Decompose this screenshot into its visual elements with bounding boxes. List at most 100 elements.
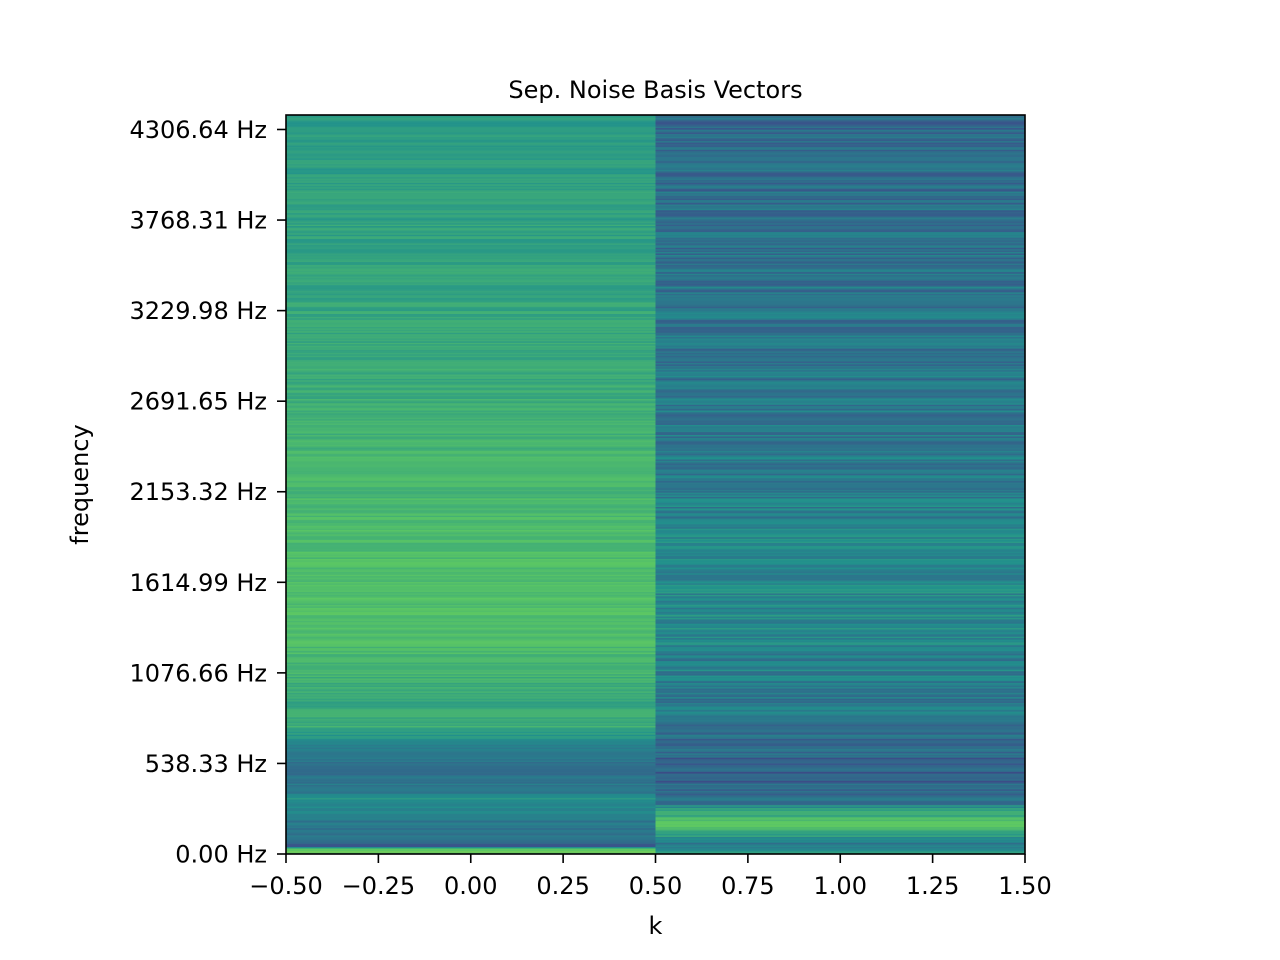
heatmap-cell	[286, 804, 656, 807]
heatmap-cell	[655, 369, 1025, 372]
y-axis: 0.00 Hz 538.33 Hz 1076.66 Hz 1614.99 Hz 2153…	[129, 116, 286, 869]
heatmap-cell	[655, 594, 1025, 597]
heatmap-cell	[286, 536, 656, 539]
heatmap-cell	[286, 198, 656, 201]
heatmap-cell	[655, 522, 1025, 525]
heatmap-cell	[286, 809, 656, 811]
heatmap-cell	[286, 375, 656, 378]
heatmap-cell	[655, 598, 1025, 601]
heatmap-cell	[655, 271, 1025, 274]
heatmap-cell	[655, 198, 1025, 201]
heatmap-cell	[286, 732, 656, 735]
heatmap-cell	[655, 194, 1025, 196]
heatmap-cell	[655, 578, 1025, 581]
heatmap-cell	[286, 737, 656, 739]
heatmap-cell	[655, 322, 1025, 325]
heatmap-cell	[286, 780, 656, 783]
heatmap-cell	[286, 708, 656, 711]
heatmap-cell	[655, 672, 1025, 675]
heatmap-cell	[655, 212, 1025, 215]
heatmap-cell	[286, 293, 656, 296]
heatmap-cell	[655, 833, 1025, 836]
heatmap-cell	[286, 225, 656, 228]
heatmap-cell	[286, 649, 656, 652]
heatmap-cell	[655, 584, 1025, 587]
heatmap-cell	[286, 358, 656, 361]
heatmap-cell	[286, 489, 656, 492]
heatmap-cell	[286, 852, 656, 854]
heatmap-cell	[286, 147, 656, 150]
heatmap-cell	[286, 228, 656, 231]
heatmap-cell	[655, 633, 1025, 636]
heatmap-cell	[655, 306, 1025, 309]
heatmap-cell	[655, 538, 1025, 541]
heatmap-cell	[286, 129, 656, 132]
heatmap-cell	[286, 810, 656, 813]
heatmap-cell	[655, 302, 1025, 304]
heatmap-cell	[655, 457, 1025, 460]
heatmap-cell	[286, 669, 656, 672]
heatmap-cell	[286, 523, 656, 526]
heatmap-cell	[286, 433, 656, 435]
heatmap-cell	[655, 228, 1025, 231]
heatmap-cell	[655, 729, 1025, 732]
heatmap-cell	[286, 773, 656, 775]
heatmap-cell	[286, 594, 656, 597]
x-axis: −0.50 −0.25 0.00 0.25 0.50 0.75 1.00 1.25 1.50	[249, 854, 1052, 900]
heatmap-cell	[286, 286, 656, 289]
heatmap-cell	[655, 420, 1025, 423]
heatmap-cell	[286, 712, 656, 715]
heatmap-cells	[286, 115, 1025, 854]
heatmap-cell	[286, 781, 656, 784]
heatmap-cell	[655, 449, 1025, 451]
heatmap-cell	[655, 461, 1025, 464]
heatmap-cell	[286, 719, 656, 722]
heatmap-cell	[286, 440, 656, 443]
heatmap-cell	[286, 158, 656, 160]
heatmap-cell	[655, 788, 1025, 791]
heatmap-cell	[286, 663, 656, 666]
heatmap-cell	[286, 175, 656, 178]
heatmap-cell	[655, 637, 1025, 640]
heatmap-cell	[286, 485, 656, 487]
heatmap-cell	[286, 260, 656, 263]
heatmap-cell	[655, 587, 1025, 590]
heatmap-cell	[286, 735, 656, 738]
heatmap-cell	[286, 348, 656, 351]
heatmap-cell	[655, 355, 1025, 358]
heatmap-cell	[655, 149, 1025, 152]
heatmap-cell	[655, 500, 1025, 503]
heatmap-cell	[286, 715, 656, 718]
heatmap-cell	[286, 219, 656, 222]
heatmap-cell	[655, 120, 1025, 123]
heatmap-cell	[655, 333, 1025, 336]
heatmap-cell	[286, 516, 656, 519]
heatmap-cell	[286, 665, 656, 667]
heatmap-cell	[286, 376, 656, 379]
heatmap-cell	[286, 549, 656, 552]
heatmap-cell	[286, 535, 656, 538]
heatmap-cell	[286, 328, 656, 330]
heatmap-cell	[286, 607, 656, 610]
heatmap-cell	[655, 349, 1025, 352]
heatmap-cell	[286, 143, 656, 146]
heatmap-cell	[655, 126, 1025, 129]
heatmap-cell	[655, 361, 1025, 363]
heatmap-cell	[655, 580, 1025, 582]
heatmap-cell	[286, 673, 656, 676]
heatmap-cell	[286, 842, 656, 845]
heatmap-cell	[655, 423, 1025, 425]
heatmap-cell	[286, 257, 656, 260]
heatmap-cell	[655, 299, 1025, 302]
heatmap-cell	[286, 617, 656, 620]
heatmap-cell	[655, 430, 1025, 433]
heatmap-cell	[655, 837, 1025, 840]
heatmap-cell	[655, 374, 1025, 376]
heatmap-cell	[655, 372, 1025, 375]
heatmap-cell	[286, 211, 656, 214]
heatmap-cell	[655, 443, 1025, 446]
heatmap-cell	[655, 132, 1025, 134]
heatmap-cell	[655, 835, 1025, 837]
heatmap-cell	[286, 691, 656, 693]
heatmap-cell	[286, 564, 656, 567]
